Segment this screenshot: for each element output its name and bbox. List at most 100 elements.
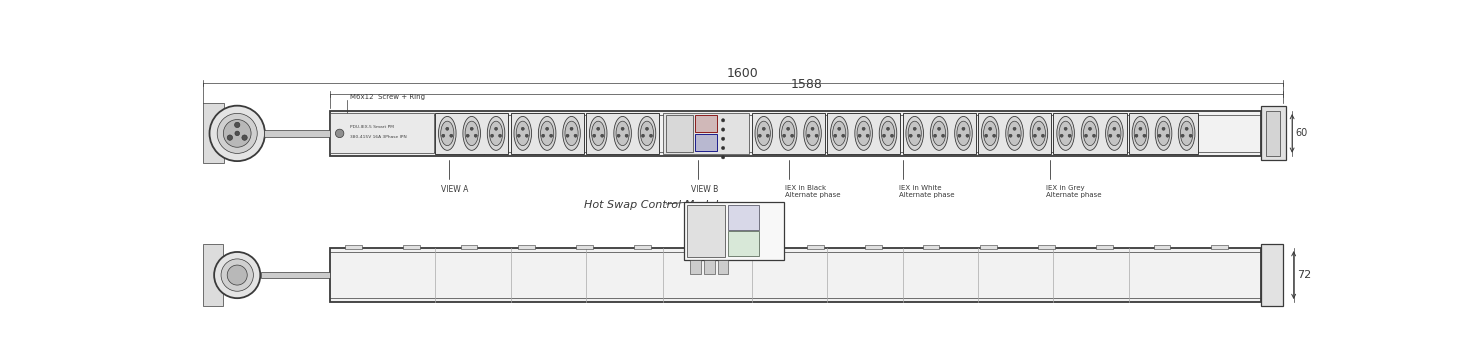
Circle shape	[782, 134, 785, 137]
Bar	[752, 113, 825, 154]
Circle shape	[1144, 134, 1147, 137]
Circle shape	[1117, 134, 1120, 137]
Bar	[203, 103, 225, 164]
Circle shape	[941, 134, 944, 137]
Circle shape	[985, 134, 988, 137]
Circle shape	[913, 127, 916, 130]
Ellipse shape	[487, 117, 505, 150]
Bar	[345, 245, 363, 249]
Bar	[690, 260, 700, 274]
Ellipse shape	[539, 117, 556, 150]
Ellipse shape	[881, 121, 894, 145]
Text: 1588: 1588	[790, 78, 822, 91]
Circle shape	[834, 134, 837, 137]
Text: M6x12  Screw + Ring: M6x12 Screw + Ring	[349, 94, 424, 100]
Text: IEX in Grey
Alternate phase: IEX in Grey Alternate phase	[1045, 160, 1101, 198]
Bar	[330, 113, 433, 153]
Ellipse shape	[1108, 121, 1122, 145]
Circle shape	[1069, 134, 1072, 137]
Circle shape	[1085, 134, 1088, 137]
Circle shape	[596, 127, 600, 130]
Ellipse shape	[831, 117, 849, 150]
Circle shape	[1009, 134, 1011, 137]
Circle shape	[766, 134, 769, 137]
Circle shape	[807, 134, 810, 137]
Circle shape	[570, 127, 573, 130]
Circle shape	[235, 131, 239, 136]
Ellipse shape	[909, 121, 922, 145]
Circle shape	[1088, 127, 1092, 130]
Circle shape	[918, 134, 920, 137]
Circle shape	[1185, 127, 1188, 130]
Circle shape	[549, 134, 552, 137]
Ellipse shape	[906, 117, 923, 150]
Circle shape	[490, 134, 493, 137]
Ellipse shape	[1058, 121, 1072, 145]
Circle shape	[574, 134, 577, 137]
Circle shape	[938, 127, 941, 130]
Circle shape	[1017, 134, 1020, 137]
Circle shape	[762, 127, 765, 130]
Circle shape	[646, 127, 649, 130]
Circle shape	[517, 134, 520, 137]
Ellipse shape	[879, 117, 897, 150]
Ellipse shape	[1105, 117, 1123, 150]
Ellipse shape	[1082, 117, 1098, 150]
Bar	[684, 202, 784, 260]
Ellipse shape	[1132, 117, 1149, 150]
Circle shape	[1182, 134, 1185, 137]
Circle shape	[625, 134, 628, 137]
Ellipse shape	[617, 121, 630, 145]
Circle shape	[467, 134, 470, 137]
Bar	[1129, 113, 1198, 154]
Text: 60: 60	[1295, 128, 1308, 139]
Circle shape	[891, 134, 894, 137]
Circle shape	[567, 134, 570, 137]
Circle shape	[223, 119, 251, 147]
Circle shape	[1041, 134, 1044, 137]
Circle shape	[841, 134, 844, 137]
Circle shape	[214, 252, 260, 298]
Text: Hot Swap Control Module: Hot Swap Control Module	[584, 200, 725, 211]
Circle shape	[962, 127, 964, 130]
Text: 380-415V 16A 3Phase IPN: 380-415V 16A 3Phase IPN	[349, 135, 407, 139]
Ellipse shape	[931, 117, 948, 150]
Circle shape	[242, 135, 247, 140]
Text: VIEW B: VIEW B	[691, 160, 718, 194]
Circle shape	[934, 134, 937, 137]
Bar	[807, 245, 824, 249]
Circle shape	[992, 134, 995, 137]
Circle shape	[721, 137, 725, 141]
Circle shape	[235, 122, 239, 128]
Ellipse shape	[1009, 121, 1022, 145]
Ellipse shape	[982, 117, 998, 150]
Circle shape	[815, 134, 818, 137]
Ellipse shape	[1032, 121, 1045, 145]
Bar	[511, 113, 584, 154]
Bar	[1261, 244, 1283, 306]
Bar	[461, 245, 477, 249]
Ellipse shape	[1155, 117, 1171, 150]
Ellipse shape	[1180, 121, 1193, 145]
Circle shape	[495, 127, 498, 130]
Circle shape	[228, 265, 247, 285]
Bar	[402, 245, 420, 249]
Circle shape	[959, 134, 962, 137]
Ellipse shape	[1031, 117, 1048, 150]
Circle shape	[721, 146, 725, 150]
Bar	[1265, 111, 1280, 156]
Ellipse shape	[781, 121, 794, 145]
Circle shape	[222, 259, 254, 291]
Ellipse shape	[640, 121, 653, 145]
Circle shape	[542, 134, 545, 137]
Ellipse shape	[440, 121, 454, 145]
Circle shape	[499, 134, 502, 137]
Circle shape	[474, 134, 477, 137]
Ellipse shape	[462, 117, 480, 150]
Bar	[826, 113, 900, 154]
Circle shape	[1092, 134, 1095, 137]
Circle shape	[1139, 127, 1142, 130]
Ellipse shape	[540, 121, 553, 145]
Bar	[903, 113, 976, 154]
Circle shape	[1038, 127, 1041, 130]
